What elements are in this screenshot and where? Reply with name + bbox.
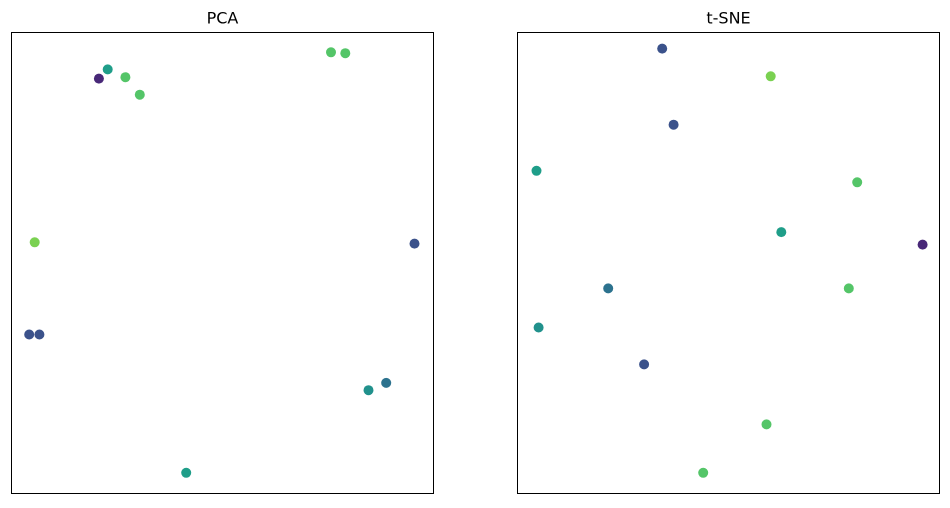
tsne-point-5 xyxy=(852,177,863,188)
tsne-point-12 xyxy=(761,419,772,430)
pca-point-9 xyxy=(24,329,35,340)
pca-point-7 xyxy=(29,237,40,248)
tsne-title: t-SNE xyxy=(706,9,750,28)
tsne-point-3 xyxy=(668,119,679,130)
pca-point-5 xyxy=(326,47,336,58)
pca-point-8 xyxy=(409,238,420,249)
pca-point-11 xyxy=(381,377,392,388)
tsne-point-4 xyxy=(531,165,542,176)
tsne-point-7 xyxy=(917,239,928,250)
tsne-point-1 xyxy=(657,43,668,54)
tsne-points xyxy=(531,43,928,478)
pca-point-10 xyxy=(34,329,45,340)
tsne-point-2 xyxy=(765,71,776,82)
pca-point-2 xyxy=(102,64,113,75)
tsne-point-8 xyxy=(603,283,614,294)
tsne-axes-frame xyxy=(517,32,940,494)
tsne-panel: t-SNE xyxy=(517,9,940,494)
tsne-point-13 xyxy=(698,467,709,478)
pca-points xyxy=(24,47,420,478)
pca-point-3 xyxy=(120,72,131,83)
pca-point-12 xyxy=(363,385,374,396)
pca-point-6 xyxy=(340,48,351,59)
pca-point-1 xyxy=(93,73,104,84)
pca-title: PCA xyxy=(207,9,239,28)
pca-point-4 xyxy=(134,89,145,100)
pca-axes-frame xyxy=(11,32,434,494)
tsne-point-6 xyxy=(776,227,787,238)
pca-point-13 xyxy=(181,467,192,478)
tsne-point-9 xyxy=(843,283,854,294)
tsne-point-10 xyxy=(533,322,544,333)
tsne-point-11 xyxy=(639,359,650,370)
pca-panel: PCA xyxy=(11,9,434,494)
